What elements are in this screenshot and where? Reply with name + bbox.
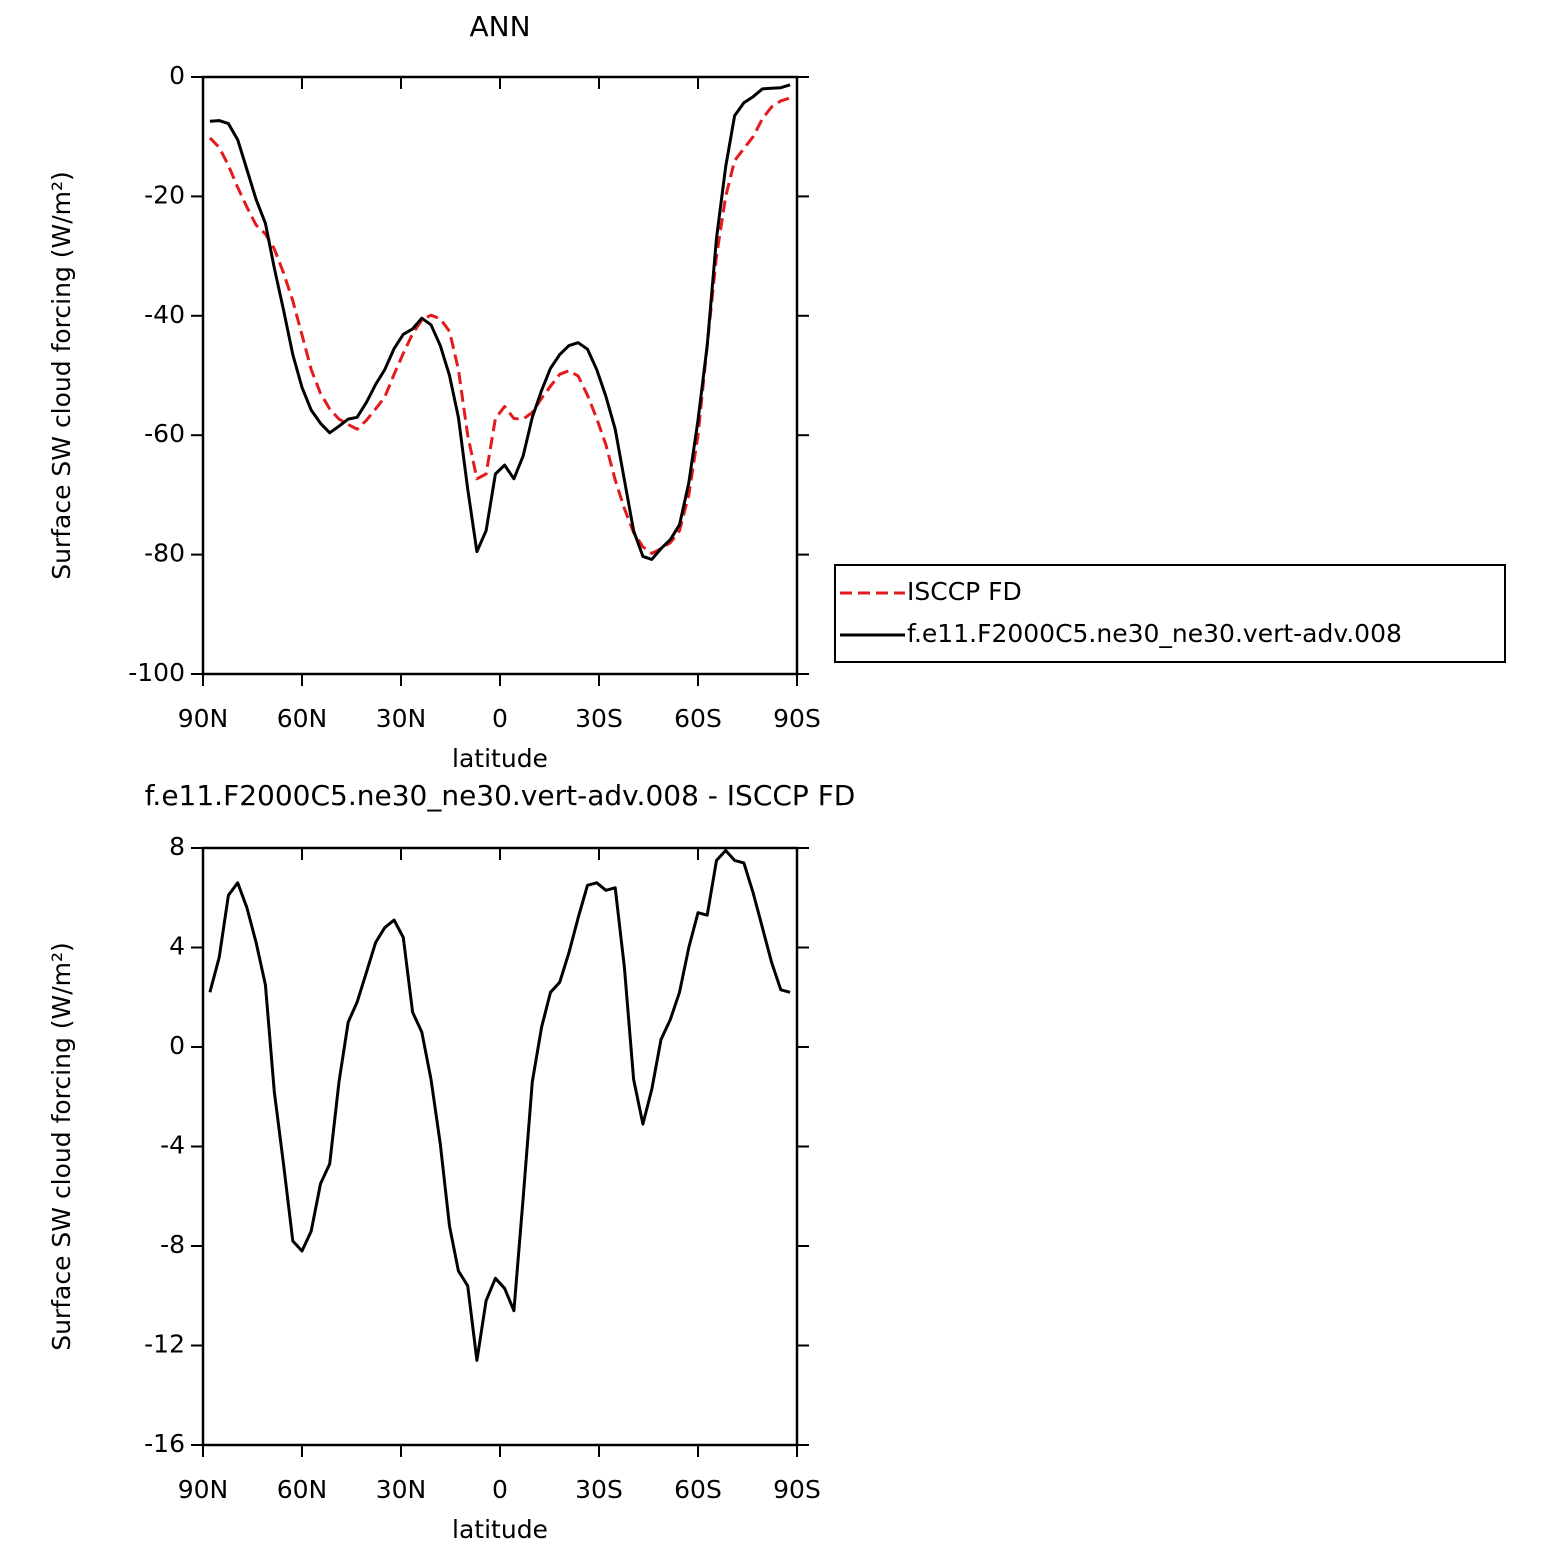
y-tick-label: -100 xyxy=(128,658,185,687)
x-tick-label: 90N xyxy=(178,704,229,733)
x-tick-label: 60N xyxy=(277,704,328,733)
x-tick-label: 30S xyxy=(575,704,623,733)
y-tick-label: -16 xyxy=(144,1429,185,1458)
y-tick-label: 4 xyxy=(169,932,185,961)
x-tick-label: 90S xyxy=(773,704,821,733)
legend-label: ISCCP FD xyxy=(907,577,1022,606)
y-axis-label: Surface SW cloud forcing (W/m²) xyxy=(47,171,76,580)
x-tick-label: 60S xyxy=(674,1475,722,1504)
chart-title: ANN xyxy=(469,10,530,43)
x-tick-label: 60N xyxy=(277,1475,328,1504)
x-axis-label: latitude xyxy=(452,1515,548,1544)
x-tick-label: 0 xyxy=(492,1475,508,1504)
y-tick-label: -4 xyxy=(160,1131,185,1160)
y-tick-label: 0 xyxy=(169,1031,185,1060)
y-tick-label: 0 xyxy=(169,61,185,90)
chart-title: f.e11.F2000C5.ne30_ne30.vert-adv.008 - I… xyxy=(145,779,856,812)
x-tick-label: 0 xyxy=(492,704,508,733)
data-line xyxy=(208,96,791,555)
legend: ISCCP FD f.e11.F2000C5.ne30_ne30.vert-adv… xyxy=(834,564,1506,663)
plot-frame xyxy=(201,75,799,676)
y-tick-label: -20 xyxy=(144,180,185,209)
legend-box xyxy=(834,564,1506,663)
x-tick-label: 90N xyxy=(178,1475,229,1504)
legend-label: f.e11.F2000C5.ne30_ne30.vert-adv.008 xyxy=(907,619,1402,648)
y-tick-label: 8 xyxy=(169,832,185,861)
x-tick-label: 60S xyxy=(674,704,722,733)
data-line xyxy=(209,83,791,561)
x-tick-label: 30N xyxy=(376,704,427,733)
x-axis-label: latitude xyxy=(452,744,548,773)
x-tick-label: 30N xyxy=(376,1475,427,1504)
y-tick-label: -60 xyxy=(144,419,185,448)
x-tick-label: 30S xyxy=(575,1475,623,1504)
y-tick-label: -12 xyxy=(144,1330,185,1359)
data-line xyxy=(208,849,791,1362)
y-tick-label: -8 xyxy=(160,1230,185,1259)
y-tick-label: -80 xyxy=(144,539,185,568)
y-tick-label: -40 xyxy=(144,300,185,329)
y-axis-label: Surface SW cloud forcing (W/m²) xyxy=(47,942,76,1351)
plot-frame xyxy=(201,846,799,1447)
x-tick-label: 90S xyxy=(773,1475,821,1504)
